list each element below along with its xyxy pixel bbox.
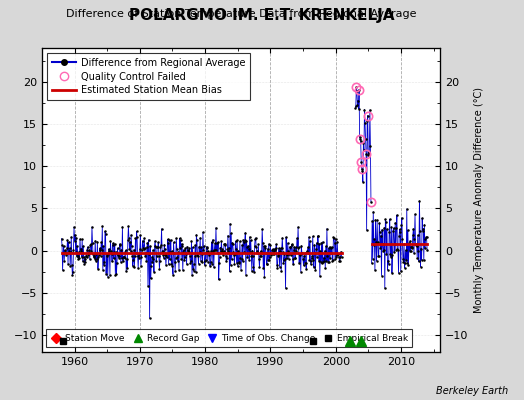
Y-axis label: Monthly Temperature Anomaly Difference (°C): Monthly Temperature Anomaly Difference (… bbox=[474, 87, 484, 313]
Legend: Station Move, Record Gap, Time of Obs. Change, Empirical Break: Station Move, Record Gap, Time of Obs. C… bbox=[47, 330, 412, 348]
Title: Difference of Station Temperature Data from Regional Average: Difference of Station Temperature Data f… bbox=[66, 10, 416, 20]
Text: POLARGMO IM. E.T. KRENKELJA: POLARGMO IM. E.T. KRENKELJA bbox=[129, 8, 395, 23]
Text: Berkeley Earth: Berkeley Earth bbox=[436, 386, 508, 396]
